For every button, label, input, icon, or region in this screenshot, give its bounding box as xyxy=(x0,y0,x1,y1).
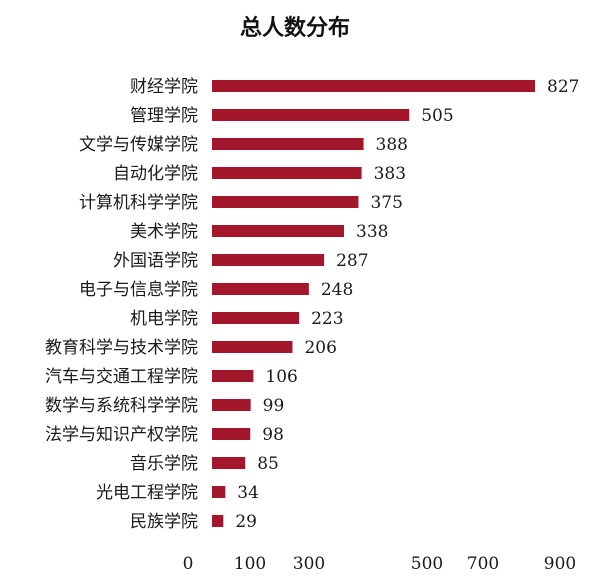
category-label-7: 电子与信息学院 xyxy=(79,280,198,300)
value-label-11: 99 xyxy=(263,396,285,416)
category-label-14: 光电工程学院 xyxy=(96,483,198,503)
category-label-8: 机电学院 xyxy=(130,309,198,329)
category-label-13: 音乐学院 xyxy=(130,454,198,474)
x-tick-label-0: 0 xyxy=(183,554,194,574)
value-label-14: 34 xyxy=(237,483,259,503)
value-label-8: 223 xyxy=(311,309,343,329)
category-label-9: 教育科学与技术学院 xyxy=(45,338,198,358)
value-label-7: 248 xyxy=(321,280,353,300)
category-label-11: 数学与系统科学学院 xyxy=(45,396,198,416)
x-tick-label-3: 500 xyxy=(411,554,443,574)
chart-title: 总人数分布 xyxy=(240,15,350,41)
category-label-2: 文学与传媒学院 xyxy=(79,135,198,155)
bar-0 xyxy=(212,80,535,92)
value-label-12: 98 xyxy=(262,425,284,445)
value-label-5: 338 xyxy=(356,222,388,242)
x-tick-label-1: 100 xyxy=(234,554,266,574)
bar-13 xyxy=(212,457,246,469)
value-label-0: 827 xyxy=(547,77,579,97)
x-tick-label-2: 300 xyxy=(293,554,325,574)
value-label-3: 383 xyxy=(374,164,406,184)
bar-3 xyxy=(212,167,362,179)
bar-2 xyxy=(212,138,364,150)
bar-6 xyxy=(212,254,325,266)
x-axis-ticks: 0 100 300 500 700 900 xyxy=(183,554,577,574)
category-label-3: 自动化学院 xyxy=(113,164,198,184)
value-labels: 827 505 388 383 375 338 287 248 223 206 106 99 98 85 3… xyxy=(235,77,579,532)
bar-9 xyxy=(212,341,293,353)
value-label-13: 85 xyxy=(257,454,279,474)
bars-group xyxy=(212,80,535,527)
value-label-2: 388 xyxy=(376,135,408,155)
value-label-15: 29 xyxy=(235,512,257,532)
bar-12 xyxy=(212,428,251,440)
bar-4 xyxy=(212,196,359,208)
bar-15 xyxy=(212,515,224,527)
category-label-10: 汽车与交通工程学院 xyxy=(45,367,198,387)
value-label-4: 375 xyxy=(370,193,402,213)
category-label-15: 民族学院 xyxy=(130,512,198,532)
x-tick-label-4: 700 xyxy=(467,554,499,574)
bar-14 xyxy=(212,486,226,498)
x-tick-label-5: 900 xyxy=(544,554,576,574)
category-label-5: 美术学院 xyxy=(130,222,198,242)
value-label-10: 106 xyxy=(265,367,297,387)
category-label-4: 计算机科学学院 xyxy=(79,193,198,213)
bar-11 xyxy=(212,399,251,411)
value-label-9: 206 xyxy=(304,338,336,358)
value-label-1: 505 xyxy=(421,106,453,126)
category-label-0: 财经学院 xyxy=(130,77,198,97)
bar-7 xyxy=(212,283,309,295)
category-label-6: 外国语学院 xyxy=(113,251,198,271)
category-labels: 财经学院管理学院文学与传媒学院自动化学院计算机科学学院美术学院外国语学院电子与信… xyxy=(45,77,198,532)
bar-1 xyxy=(212,109,410,121)
category-label-12: 法学与知识产权学院 xyxy=(45,425,198,445)
category-label-1: 管理学院 xyxy=(130,106,198,126)
bar-8 xyxy=(212,312,300,324)
value-label-6: 287 xyxy=(336,251,368,271)
bar-10 xyxy=(212,370,254,382)
bar-5 xyxy=(212,225,345,237)
